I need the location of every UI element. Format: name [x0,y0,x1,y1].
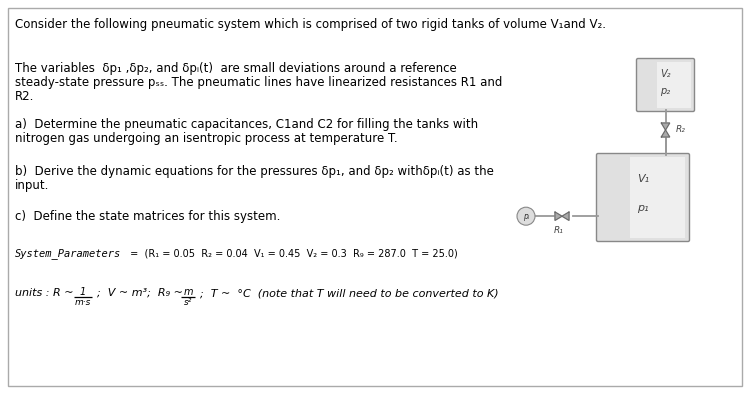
Text: input.: input. [15,179,50,192]
FancyBboxPatch shape [629,157,686,238]
Text: ;  V ~ m³;  R₉ ~: ; V ~ m³; R₉ ~ [97,288,187,298]
Text: R₁: R₁ [554,226,564,235]
Text: units : R ~: units : R ~ [15,288,77,298]
Text: V₁: V₁ [637,174,649,184]
Text: pᵢ: pᵢ [523,212,530,221]
Text: p₁: p₁ [638,203,649,213]
FancyBboxPatch shape [8,8,742,386]
Text: System_Parameters: System_Parameters [15,248,122,259]
Text: ;  T ~  °C  (note that T will need to be converted to K): ; T ~ °C (note that T will need to be co… [200,288,499,298]
Text: b)  Derive the dynamic equations for the pressures δp₁, and δp₂ withδpᵢ(t) as th: b) Derive the dynamic equations for the … [15,165,494,178]
Text: s²: s² [184,298,192,307]
Text: a)  Determine the pneumatic capacitances, C1and C2 for filling the tanks with: a) Determine the pneumatic capacitances,… [15,118,478,131]
Text: steady-state pressure pₛₛ. The pneumatic lines have linearized resistances R1 an: steady-state pressure pₛₛ. The pneumatic… [15,76,502,89]
Polygon shape [555,212,562,220]
Polygon shape [562,212,569,220]
Text: V₂: V₂ [660,69,670,79]
Text: Consider the following pneumatic system which is comprised of two rigid tanks of: Consider the following pneumatic system … [15,18,606,31]
Circle shape [517,207,535,225]
FancyBboxPatch shape [657,62,692,108]
Text: c)  Define the state matrices for this system.: c) Define the state matrices for this sy… [15,210,280,223]
Text: nitrogen gas undergoing an isentropic process at temperature T.: nitrogen gas undergoing an isentropic pr… [15,132,398,145]
FancyBboxPatch shape [637,58,694,112]
Text: R2.: R2. [15,90,34,103]
Text: m: m [183,287,193,297]
Text: p₂: p₂ [661,86,670,96]
Polygon shape [662,123,670,130]
Text: 1: 1 [80,287,86,297]
Text: =  (R₁ = 0.05  R₂ = 0.04  V₁ = 0.45  V₂ = 0.3  R₉ = 287.0  T = 25.0): = (R₁ = 0.05 R₂ = 0.04 V₁ = 0.45 V₂ = 0.… [127,248,457,258]
Text: The variables  δp₁ ,δp₂, and δpᵢ(t)  are small deviations around a reference: The variables δp₁ ,δp₂, and δpᵢ(t) are s… [15,62,457,75]
Text: m·s: m·s [75,298,92,307]
Polygon shape [662,130,670,137]
FancyBboxPatch shape [596,154,689,242]
Text: R₂: R₂ [676,126,686,134]
